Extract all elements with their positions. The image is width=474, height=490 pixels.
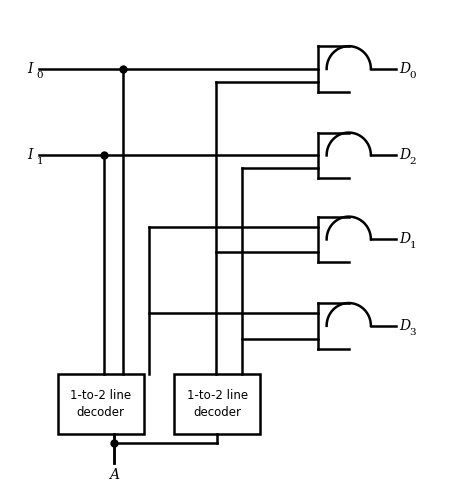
Text: decoder: decoder bbox=[193, 406, 241, 419]
Text: 1-to-2 line: 1-to-2 line bbox=[70, 389, 131, 402]
Text: I: I bbox=[27, 62, 33, 76]
Text: D: D bbox=[399, 319, 410, 333]
Bar bbox=[174, 374, 260, 434]
Text: 2: 2 bbox=[410, 157, 416, 166]
Text: 1-to-2 line: 1-to-2 line bbox=[187, 389, 248, 402]
Text: 3: 3 bbox=[410, 328, 416, 337]
Text: decoder: decoder bbox=[77, 406, 125, 419]
Text: 0: 0 bbox=[37, 71, 44, 80]
Text: D: D bbox=[399, 232, 410, 246]
Text: D: D bbox=[399, 148, 410, 162]
Text: 0: 0 bbox=[410, 71, 416, 80]
Text: 1: 1 bbox=[410, 241, 416, 250]
Text: A: A bbox=[109, 468, 118, 483]
Text: I: I bbox=[27, 148, 33, 162]
Bar bbox=[58, 374, 144, 434]
Text: 1: 1 bbox=[37, 157, 44, 166]
Text: D: D bbox=[399, 62, 410, 76]
